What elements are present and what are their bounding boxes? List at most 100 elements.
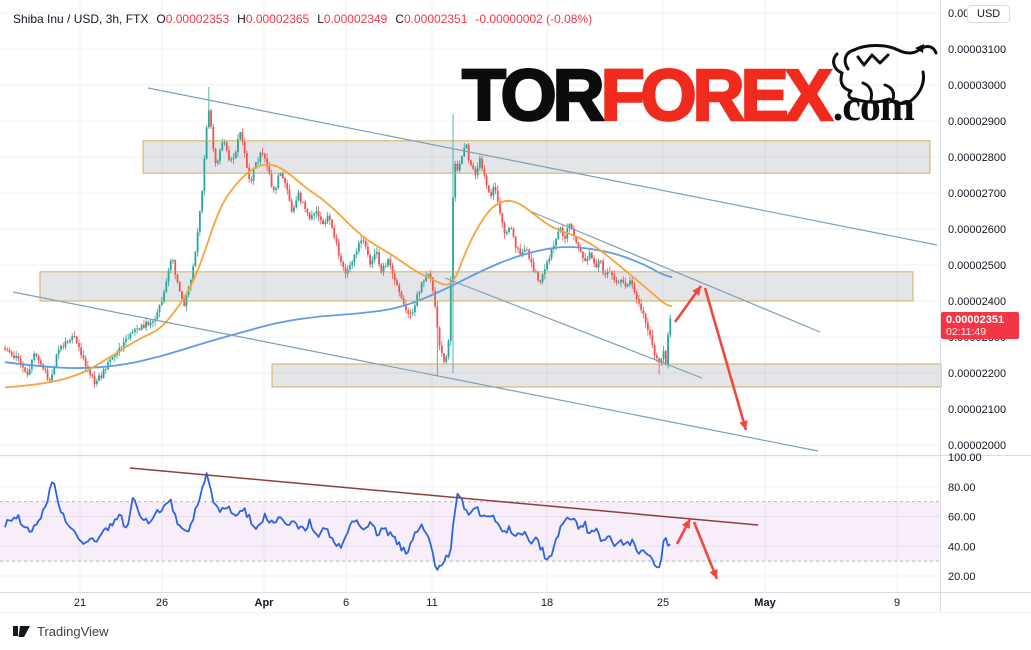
candle — [46, 370, 49, 379]
candle — [353, 254, 356, 262]
candle — [138, 328, 141, 330]
price-axis-label: 0.00003100 — [948, 44, 1006, 56]
current-price-value: 0.00002351 — [946, 314, 1005, 326]
candle — [364, 240, 367, 247]
candle — [104, 369, 107, 370]
candle — [496, 190, 499, 202]
candle — [333, 227, 336, 238]
candle — [445, 356, 448, 362]
candle — [586, 258, 589, 261]
candle — [456, 163, 459, 171]
candle — [557, 231, 560, 239]
candle — [624, 282, 627, 287]
ohlc-low-value: 0.00002349 — [323, 12, 388, 26]
candle — [478, 158, 481, 168]
trendline — [12, 291, 819, 452]
candle — [422, 280, 425, 283]
candle — [10, 352, 13, 356]
candle — [127, 338, 130, 340]
candle — [219, 150, 221, 161]
candle — [463, 148, 466, 156]
candle — [140, 325, 143, 330]
time-axis-label: 6 — [343, 597, 349, 609]
candle — [169, 260, 172, 271]
price-axis[interactable]: 0.000032000.000031000.000030000.00002900… — [948, 8, 1006, 583]
candle — [129, 333, 132, 339]
candle — [122, 341, 125, 348]
candle — [270, 173, 273, 187]
candle — [196, 232, 199, 252]
candle — [492, 187, 495, 196]
sr-zones-layer — [40, 140, 941, 387]
tradingview-attribution[interactable]: TradingView — [13, 624, 109, 639]
candle — [35, 353, 38, 357]
candle — [160, 301, 163, 306]
candle — [427, 273, 430, 276]
candle — [454, 163, 457, 198]
candle — [606, 271, 609, 275]
candle — [373, 254, 376, 261]
candle — [15, 356, 18, 358]
tradingview-logo-icon — [13, 626, 30, 637]
candle — [151, 321, 154, 323]
candle — [172, 260, 174, 261]
candle — [644, 314, 647, 323]
candle — [617, 282, 620, 283]
candles-layer[interactable] — [4, 86, 672, 388]
symbol-title[interactable]: Shiba Inu / USD, 3h, FTX — [13, 12, 149, 26]
candle — [342, 261, 345, 268]
trendlines-layer[interactable] — [12, 87, 938, 452]
time-axis-label: 9 — [894, 597, 900, 609]
candle — [55, 354, 58, 367]
candle — [284, 178, 286, 184]
candle — [53, 367, 56, 375]
candle — [458, 163, 461, 171]
candle — [221, 142, 224, 151]
candle — [246, 153, 248, 168]
candle — [78, 343, 80, 348]
price-axis-label: 0.00002100 — [948, 404, 1006, 416]
time-axis-label: 18 — [541, 597, 553, 609]
candle — [344, 267, 347, 274]
candle — [425, 275, 428, 281]
ohlc-open: O0.00002353 — [156, 12, 229, 26]
candle — [210, 110, 212, 127]
candle — [595, 263, 598, 268]
candle — [387, 259, 389, 266]
candle — [93, 376, 96, 384]
candle — [472, 165, 475, 169]
candle — [528, 249, 531, 259]
candle — [66, 341, 69, 343]
rsi-axis-label: 80.00 — [948, 482, 976, 494]
candle — [37, 356, 40, 361]
candle — [111, 357, 114, 360]
price-axis-label: 0.00002000 — [948, 440, 1006, 452]
candle — [530, 258, 533, 263]
candle — [113, 355, 116, 357]
candle — [254, 162, 257, 169]
candle — [6, 349, 9, 351]
price-axis-label: 0.00002900 — [948, 116, 1006, 128]
candle — [501, 213, 504, 223]
candle — [243, 141, 246, 154]
candle — [664, 351, 667, 365]
candle — [299, 192, 302, 202]
time-axis[interactable]: 21 26 Apr 6 11 18 25 May 9 — [74, 597, 900, 609]
candle — [667, 335, 669, 365]
rsi-axis-label: 20.00 — [948, 571, 976, 583]
ohlc-high-key: H — [237, 12, 246, 26]
candle — [382, 266, 385, 273]
currency-usd-button[interactable]: USD — [967, 5, 1011, 23]
candle — [483, 168, 486, 176]
rsi-axis-label: 60.00 — [948, 512, 976, 524]
candle — [440, 345, 443, 354]
candle — [615, 279, 618, 283]
candle — [499, 201, 501, 214]
candle — [526, 249, 528, 251]
candle — [82, 355, 85, 359]
trendline — [444, 277, 703, 379]
candle — [391, 265, 394, 274]
candle — [304, 202, 307, 209]
price-axis-label: 0.00003000 — [948, 80, 1006, 92]
